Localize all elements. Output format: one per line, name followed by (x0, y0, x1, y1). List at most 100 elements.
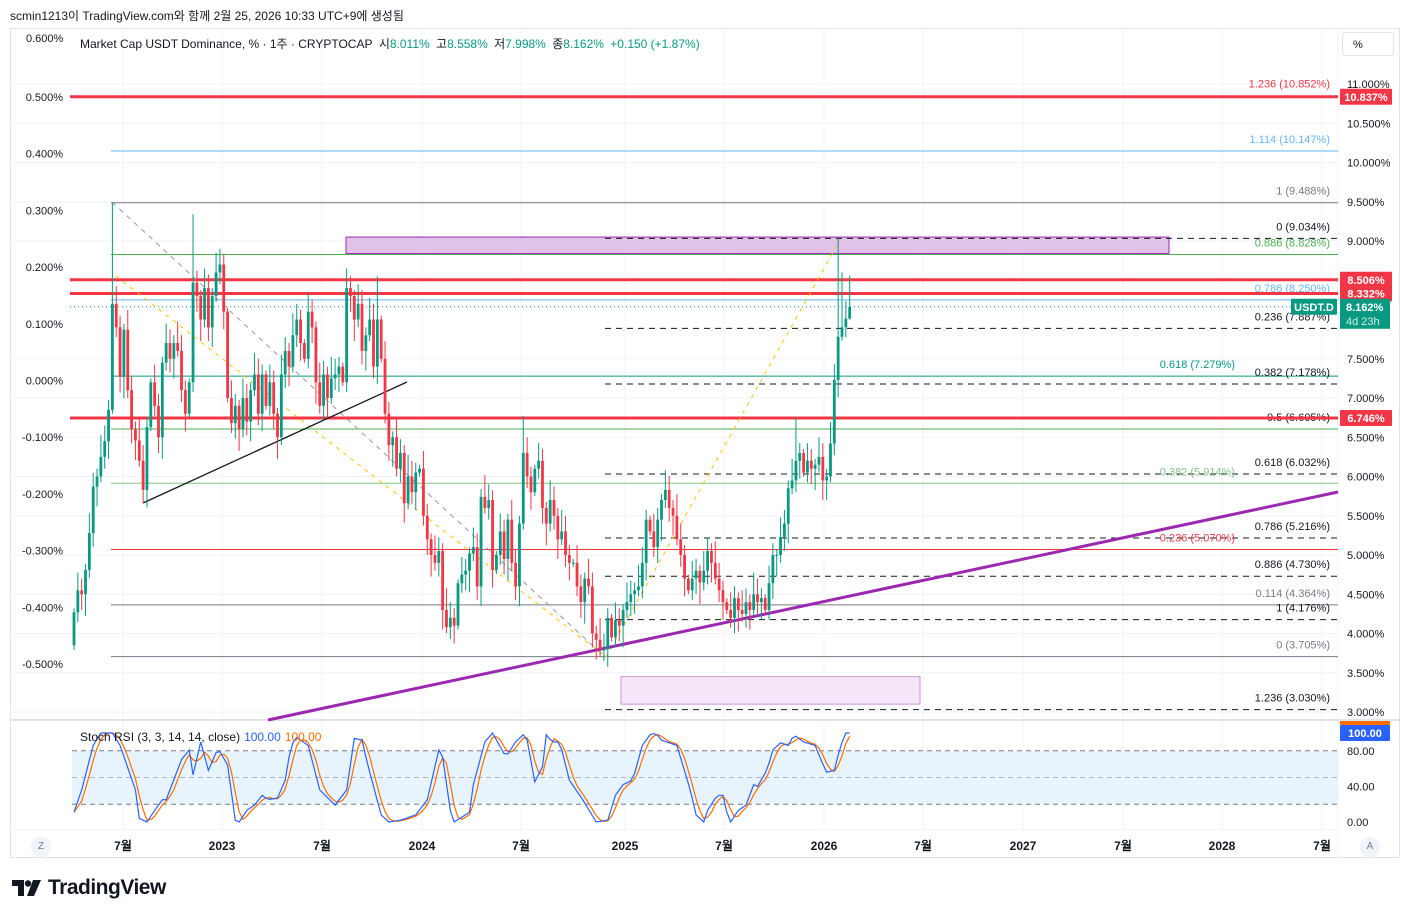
candle-body (448, 617, 452, 628)
candle-body (268, 382, 272, 406)
candle (318, 362, 322, 414)
candle-body (548, 500, 552, 524)
candle-body (736, 598, 740, 610)
left-axis-tick: -0.200% (22, 489, 63, 501)
stoch-k-line (73, 731, 850, 824)
price-tag-resistance: 8.332% (1340, 285, 1392, 302)
fib-level-label: 0.114 (4.364%) (1256, 588, 1330, 600)
candle (425, 503, 429, 555)
candle-body (222, 264, 226, 312)
candle-body (656, 519, 660, 548)
candle (452, 607, 456, 644)
candle-body (514, 562, 517, 587)
auto-scale-button[interactable]: A (1360, 837, 1380, 857)
symbol-tag-bg (1291, 298, 1337, 315)
candle (103, 425, 107, 469)
candle-body (763, 598, 767, 610)
candle-body (445, 609, 448, 628)
fib-level-label: 0.382 (7.178%) (1255, 367, 1330, 379)
candle (471, 527, 475, 562)
fib-levels: 0 (9.034%)0.236 (7.887%)0.382 (7.178%)0.… (111, 79, 1338, 711)
candle-body (402, 452, 406, 504)
candle-body (591, 586, 594, 634)
candle (183, 380, 187, 432)
price-axis-tick: 4.500% (1347, 589, 1385, 601)
candle (222, 254, 226, 330)
candle-body (295, 319, 299, 336)
symbol-tag: USDT.D (1291, 298, 1337, 315)
candle-body (107, 409, 110, 442)
candle (160, 356, 164, 459)
candle-body (571, 562, 575, 564)
candle (153, 364, 157, 416)
candle (329, 356, 333, 404)
candle (422, 450, 425, 526)
percent-scale-button[interactable]: % (1342, 32, 1394, 56)
left-axis-tick: 0.300% (26, 205, 64, 217)
candle (564, 515, 567, 567)
candle (663, 470, 667, 508)
candle-body (687, 578, 690, 591)
candle-body (364, 335, 368, 351)
candle-body (349, 288, 352, 296)
candle-body (237, 405, 241, 430)
z-button[interactable]: Z (31, 837, 51, 857)
candle (775, 549, 779, 577)
candle (786, 480, 790, 544)
fib-level-label: 0.786 (8.250%) (1255, 283, 1330, 295)
candle-body (817, 456, 821, 465)
candle-body (337, 366, 341, 375)
candle-body (767, 583, 771, 610)
candle (283, 337, 287, 389)
candle (671, 500, 675, 536)
candle (479, 489, 483, 607)
candle (656, 507, 660, 563)
candle (441, 543, 445, 630)
candle (141, 445, 145, 504)
symbol-title: Market Cap USDT Dominance, % · 1주 · CRYP… (80, 37, 373, 51)
time-axis-tick: 7월 (715, 838, 733, 853)
candle-body (648, 519, 652, 532)
candle (567, 545, 571, 581)
price-axis-tick: 4.000% (1347, 629, 1385, 641)
candle (207, 274, 210, 342)
candle (667, 476, 671, 522)
candle (383, 341, 387, 424)
candle (617, 608, 621, 642)
time-axis-tick: 2027 (1010, 839, 1037, 853)
candle (360, 290, 364, 365)
candle-body (790, 480, 794, 489)
candle (579, 574, 583, 618)
candle-body (87, 533, 91, 570)
fib-level-label: 0.618 (7.279%) (1160, 359, 1235, 371)
candle-body (713, 562, 717, 579)
candle-body (406, 476, 410, 504)
candle (537, 443, 541, 479)
price-axis-tick: 11.000% (1347, 79, 1390, 91)
fib-level-label: 0.886 (4.730%) (1255, 559, 1330, 571)
close-label: 종 (552, 37, 564, 51)
candle-body (111, 303, 114, 410)
left-axis-tick: -0.400% (22, 602, 63, 614)
candle (448, 602, 452, 639)
candle (418, 464, 421, 477)
candle-body (84, 569, 87, 595)
candle-body (91, 486, 95, 534)
candle (518, 515, 521, 607)
candle (602, 633, 606, 661)
candle-body (425, 515, 429, 540)
horizontal-lines (70, 95, 1338, 420)
low-value: 7.998% (505, 37, 546, 51)
candle-body (383, 358, 387, 414)
time-axis-tick: 2026 (811, 839, 838, 853)
candle-body (832, 379, 836, 444)
price-tag-resistance: 8.506% (1340, 271, 1392, 288)
candle (583, 572, 587, 624)
candle (802, 449, 805, 477)
candle (306, 293, 310, 369)
stoch-title: Stoch RSI (3, 3, 14, 14, close) (80, 730, 241, 744)
candle (637, 564, 640, 597)
candle (591, 572, 594, 648)
candle-body (625, 602, 629, 610)
